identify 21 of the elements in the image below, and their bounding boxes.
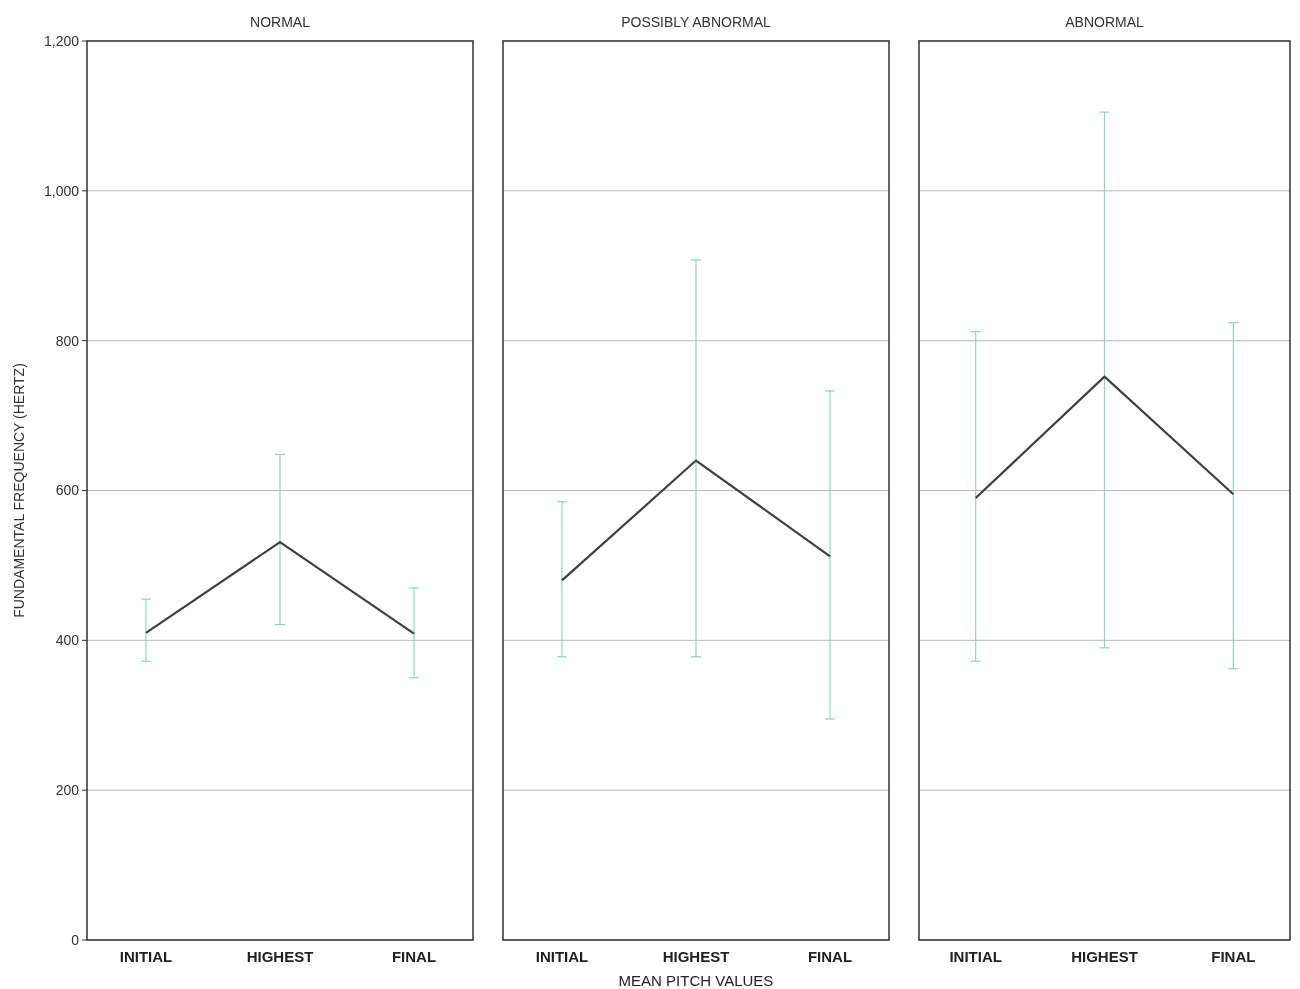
x-tick-label: HIGHEST <box>1071 948 1138 965</box>
y-tick-label: 200 <box>55 782 80 799</box>
x-tick-label: HIGHEST <box>246 948 314 965</box>
chart-title: NORMAL <box>250 14 311 30</box>
x-axis-title: MEAN PITCH VALUES <box>618 972 774 989</box>
chart-title: POSSIBLY ABNORMAL <box>621 14 772 30</box>
x-tick-label: INITIAL <box>949 948 1002 965</box>
x-tick-label: FINAL <box>807 948 853 965</box>
y-tick-label: 400 <box>55 632 80 649</box>
x-tick-label: FINAL <box>1211 948 1256 965</box>
y-tick-label: 600 <box>55 482 80 499</box>
x-tick-label: HIGHEST <box>662 948 730 965</box>
x-tick-label: INITIAL <box>535 948 589 965</box>
y-axis-title: FUNDAMENTAL FREQUENCY (HERTZ) <box>11 363 27 618</box>
x-tick-label: INITIAL <box>119 948 173 965</box>
y-tick-label: 800 <box>55 332 80 349</box>
x-tick-label: FINAL <box>391 948 437 965</box>
chart-title: ABNORMAL <box>1065 14 1144 30</box>
y-tick-label: 1,000 <box>43 182 80 199</box>
y-tick-label: 0 <box>71 931 80 948</box>
y-tick-label: 1,200 <box>43 32 80 49</box>
